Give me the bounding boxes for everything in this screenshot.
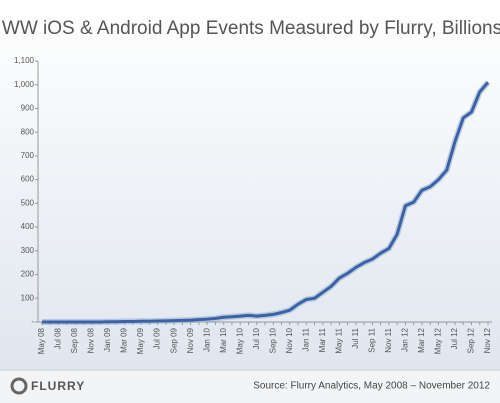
x-tick-label: Sep 09 [169, 327, 178, 353]
x-tick-label: May 10 [235, 327, 244, 354]
x-tick-label: Nov 11 [384, 327, 393, 352]
x-tick-label: Jul 12 [450, 327, 459, 349]
x-tick-label: Jan 11 [301, 327, 310, 351]
x-tick-label: Mar 10 [219, 327, 228, 352]
x-tick-label: Jan 12 [401, 327, 410, 352]
y-tick-label: 100 [21, 293, 35, 302]
x-tick-label: Nov 09 [186, 327, 195, 353]
x-tick-label: May 09 [136, 327, 145, 354]
logo-icon [10, 377, 28, 395]
x-tick-label: Jul 10 [252, 327, 261, 349]
y-tick-label: 900 [21, 104, 35, 113]
x-tick-label: May 12 [434, 327, 443, 354]
x-tick-label: Jan 10 [202, 327, 211, 352]
chart-title: WW iOS & Android App Events Measured by … [2, 18, 500, 39]
x-tick-label: Jan 09 [103, 327, 112, 352]
y-tick-label: 800 [21, 127, 35, 136]
x-tick-label: Nov 08 [87, 327, 96, 353]
x-tick-label: Mar 09 [120, 327, 129, 352]
x-tick-label: Nov 12 [483, 327, 492, 353]
x-tick-label: Nov 10 [285, 327, 294, 353]
x-tick-label: Sep 10 [268, 327, 277, 353]
y-tick-label: 1,000 [14, 80, 35, 89]
x-tick-label: May 08 [37, 327, 46, 354]
y-tick-label: 400 [21, 222, 35, 231]
x-tick-label: Mar 11 [318, 327, 327, 352]
footer-bar [0, 370, 500, 403]
x-tick-label: Sep 11 [367, 327, 376, 352]
x-tick-label: Jul 11 [351, 327, 360, 348]
x-tick-label: Sep 08 [70, 327, 79, 353]
x-tick-label: Mar 12 [417, 327, 426, 352]
y-tick-label: 600 [21, 175, 35, 184]
x-tick-label: Jul 09 [153, 327, 162, 349]
y-tick-label: 200 [21, 270, 35, 279]
logo-text: FLURRY [31, 379, 85, 393]
y-tick-label: 1,100 [14, 56, 35, 65]
y-tick-label: 500 [21, 198, 35, 207]
x-tick-label: May 11 [334, 327, 343, 353]
y-tick-label: - [31, 317, 34, 326]
y-tick-label: 300 [21, 246, 35, 255]
background [0, 0, 500, 370]
x-tick-label: Jul 08 [54, 327, 63, 349]
x-tick-label: Sep 12 [467, 327, 476, 353]
source-note: Source: Flurry Analytics, May 2008 – Nov… [253, 381, 490, 392]
y-tick-label: 700 [21, 151, 35, 160]
series-line [42, 81, 490, 324]
